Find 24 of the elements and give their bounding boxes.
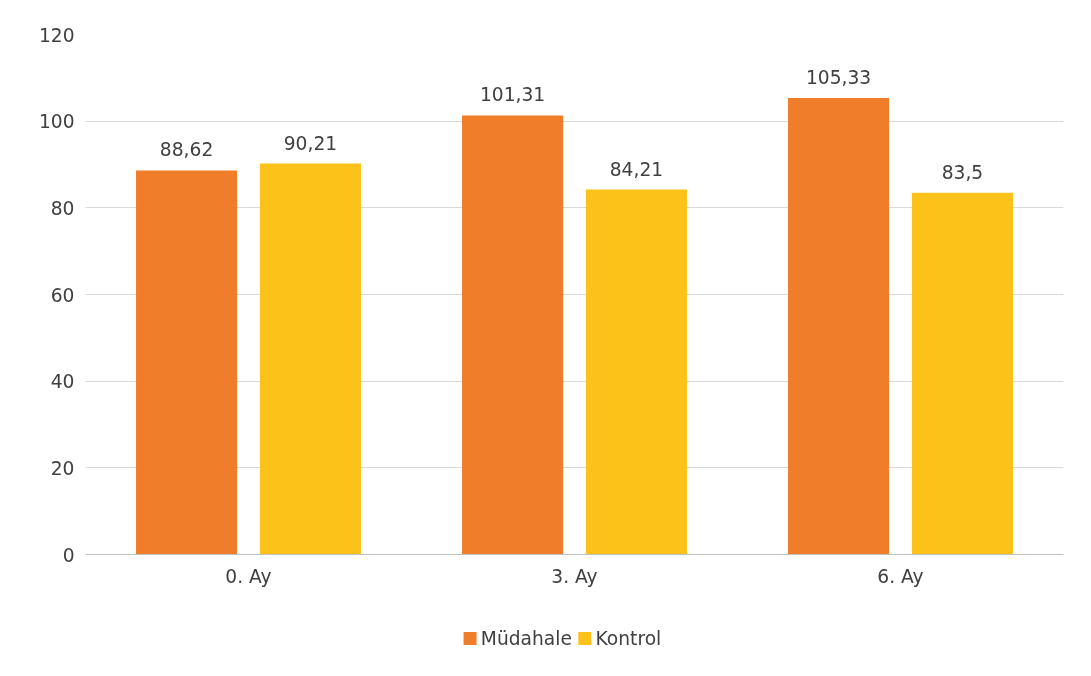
x-tick-label: 6. Ay <box>877 565 924 587</box>
y-tick-label: 80 <box>50 197 75 219</box>
bar <box>462 115 564 555</box>
y-tick-label: 60 <box>50 284 75 306</box>
x-tick-label: 3. Ay <box>551 565 598 587</box>
data-label: 105,33 <box>805 67 872 89</box>
bar <box>585 189 687 555</box>
data-label: 101,31 <box>479 84 546 106</box>
bar <box>259 163 361 555</box>
data-label: 88,62 <box>159 139 214 161</box>
y-tick-label: 120 <box>38 24 75 46</box>
bar <box>136 170 238 555</box>
y-tick-label: 100 <box>38 111 75 133</box>
data-label: 83,5 <box>941 161 984 183</box>
legend-label: Müdahale <box>480 628 572 649</box>
data-label: 90,21 <box>283 132 338 154</box>
y-tick-label: 0 <box>62 544 75 566</box>
legend-label: Kontrol <box>595 628 662 649</box>
y-tick-label: 20 <box>50 457 75 479</box>
data-label: 84,21 <box>609 158 664 180</box>
x-tick-label: 0. Ay <box>225 565 272 587</box>
y-tick-label: 40 <box>50 371 75 393</box>
bar <box>911 192 1013 555</box>
bar <box>788 98 890 555</box>
